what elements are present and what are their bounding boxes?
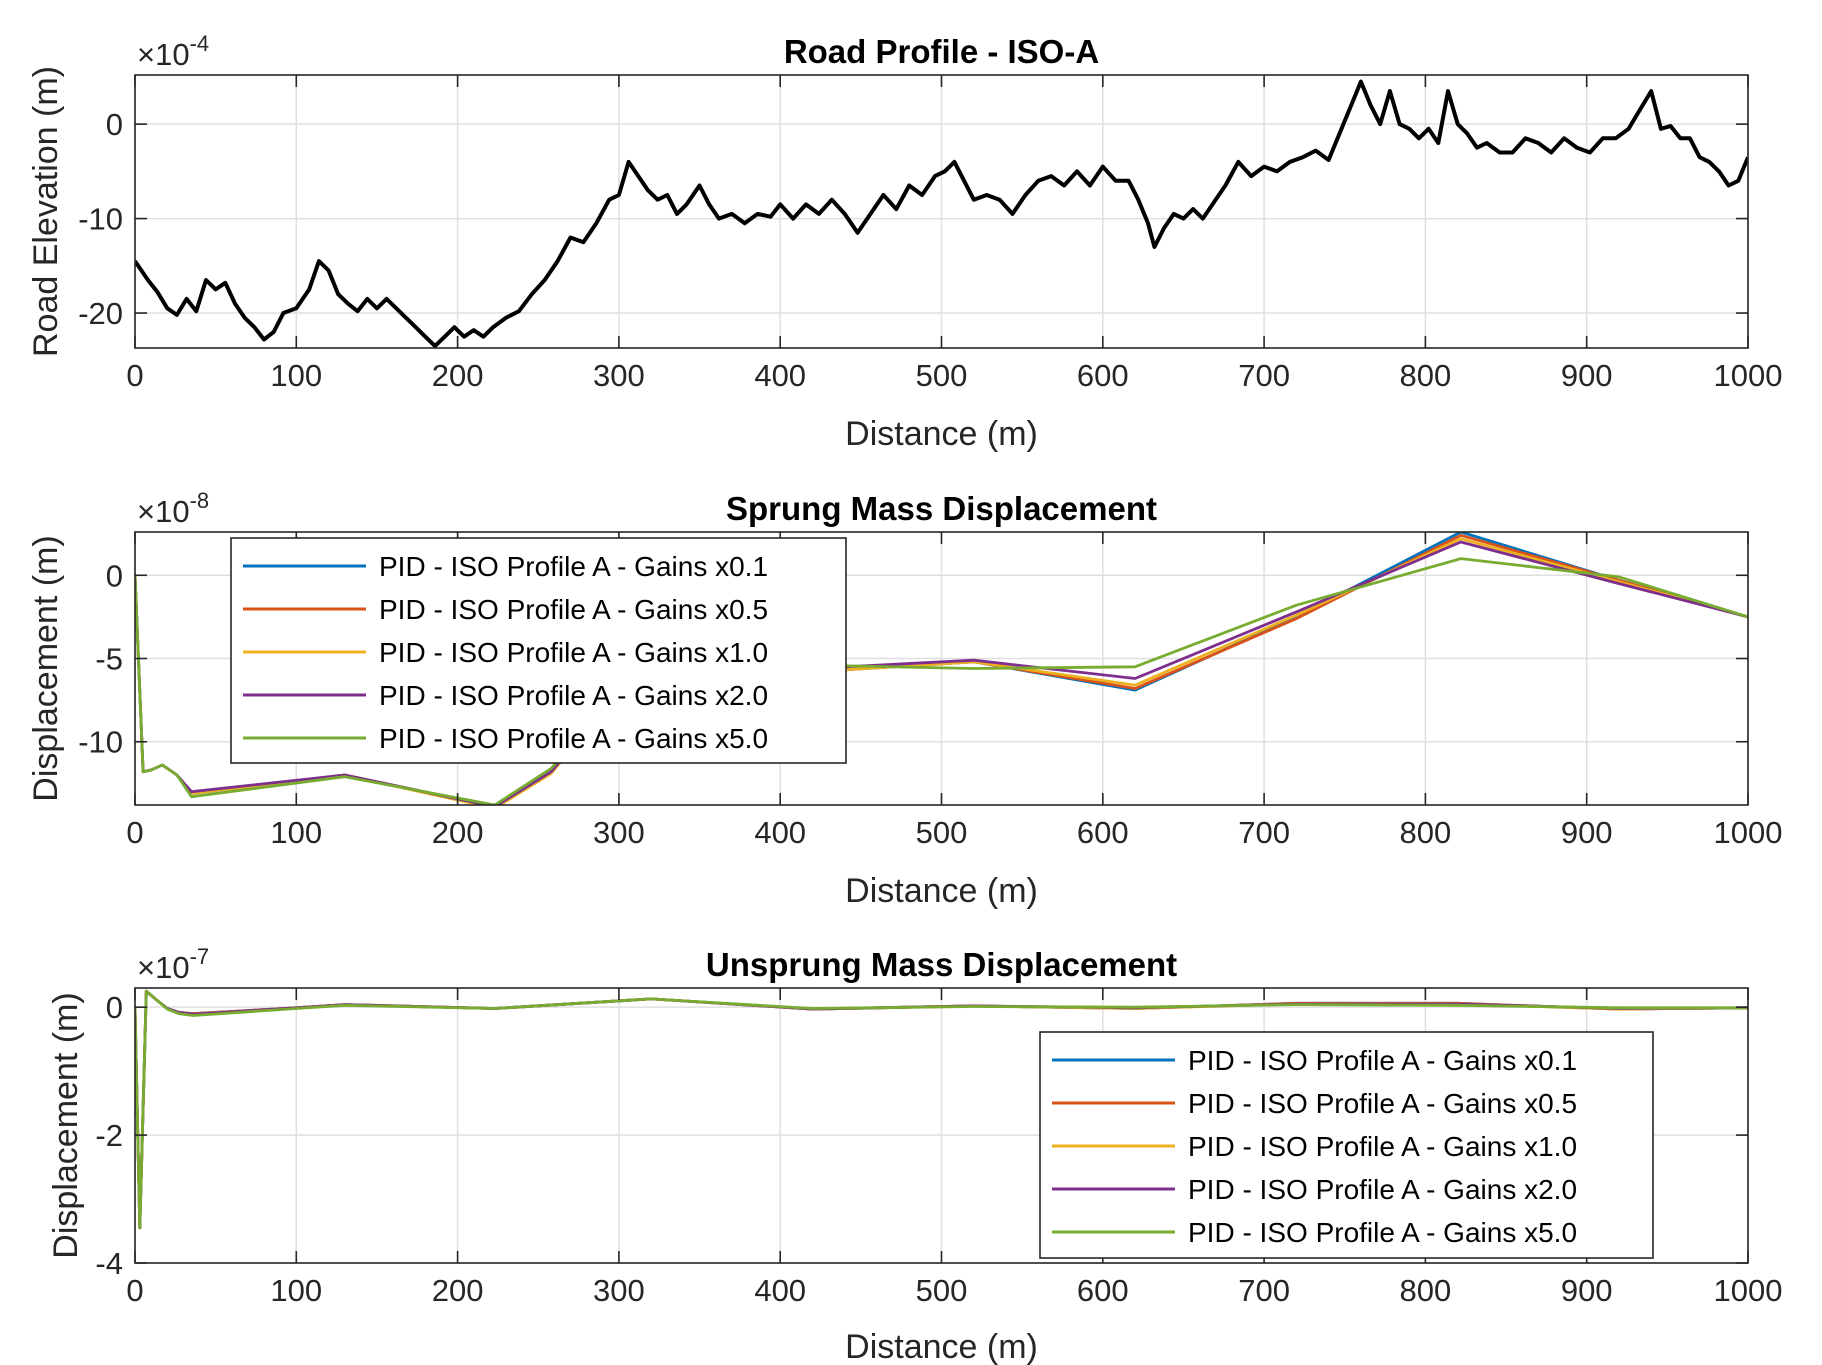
x-tick-label: 0 bbox=[126, 358, 143, 393]
x-tick-label: 700 bbox=[1238, 1273, 1290, 1308]
x-tick-label: 400 bbox=[754, 815, 806, 850]
series-group bbox=[135, 79, 1748, 348]
y-tick-label: -10 bbox=[78, 725, 123, 760]
legend-label-4: PID - ISO Profile A - Gains x2.0 bbox=[379, 680, 768, 711]
legend-label-4: PID - ISO Profile A - Gains x2.0 bbox=[1188, 1174, 1577, 1205]
x-tick-label: 300 bbox=[593, 815, 645, 850]
y-tick-label: -5 bbox=[95, 642, 123, 677]
x-tick-label: 900 bbox=[1561, 815, 1613, 850]
y-tick-label: -10 bbox=[78, 202, 123, 237]
x-tick-label: 1000 bbox=[1714, 815, 1783, 850]
y-axis-label: Road Elevation (m) bbox=[27, 66, 65, 357]
x-tick-label: 400 bbox=[754, 358, 806, 393]
axis-exponent: ×10-7 bbox=[137, 944, 209, 985]
chart-1: 0 100 200 300 400 500 600 700 800 900 1000 -20 -10 0 ×… bbox=[27, 31, 1782, 453]
legend-label-2: PID - ISO Profile A - Gains x0.5 bbox=[1188, 1088, 1577, 1119]
x-tick-label: 600 bbox=[1077, 1273, 1129, 1308]
y-tick-label: -4 bbox=[95, 1246, 123, 1281]
x-tick-label: 500 bbox=[916, 815, 968, 850]
x-axis-label: Distance (m) bbox=[845, 872, 1038, 910]
chart-2: 0 100 200 300 400 500 600 700 800 900 1000 -10 -5 0 ×1… bbox=[27, 488, 1782, 910]
legend-label-1: PID - ISO Profile A - Gains x0.1 bbox=[1188, 1045, 1577, 1076]
x-axis-label: Distance (m) bbox=[845, 415, 1038, 453]
series-group bbox=[135, 532, 1748, 805]
chart-3: 0 100 200 300 400 500 600 700 800 900 1000 -4 -2 0 ×10… bbox=[47, 944, 1782, 1365]
legend: PID - ISO Profile A - Gains x0.1 PID - IS… bbox=[1039, 1031, 1654, 1259]
x-tick-label: 800 bbox=[1400, 358, 1452, 393]
x-tick-label: 1000 bbox=[1714, 1273, 1783, 1308]
x-tick-label: 500 bbox=[916, 358, 968, 393]
legend-label-3: PID - ISO Profile A - Gains x1.0 bbox=[1188, 1131, 1577, 1162]
legend-label-5: PID - ISO Profile A - Gains x5.0 bbox=[1188, 1217, 1577, 1248]
y-axis-label: Displacement (m) bbox=[27, 535, 65, 801]
x-tick-label: 200 bbox=[432, 815, 484, 850]
chart-title: Road Profile - ISO-A bbox=[784, 33, 1099, 70]
chart-title: Unsprung Mass Displacement bbox=[706, 946, 1177, 983]
x-tick-label: 1000 bbox=[1714, 358, 1783, 393]
axis-exponent: ×10-8 bbox=[137, 488, 209, 529]
exponent-power: -4 bbox=[190, 31, 210, 56]
x-tick-label: 100 bbox=[270, 815, 322, 850]
y-tick-label: 0 bbox=[106, 558, 123, 593]
exponent-power: -7 bbox=[190, 944, 210, 969]
axis-exponent: ×10-4 bbox=[137, 31, 209, 72]
exponent-base: ×10 bbox=[137, 37, 190, 72]
x-tick-label: 800 bbox=[1400, 1273, 1452, 1308]
x-tick-label: 300 bbox=[593, 358, 645, 393]
x-tick-label: 800 bbox=[1400, 815, 1452, 850]
series-line-1 bbox=[135, 79, 1748, 348]
chart-title: Sprung Mass Displacement bbox=[726, 490, 1157, 527]
series-line-5 bbox=[135, 557, 1748, 805]
y-tick-label: -2 bbox=[95, 1118, 123, 1153]
x-tick-label: 200 bbox=[432, 1273, 484, 1308]
legend-label-1: PID - ISO Profile A - Gains x0.1 bbox=[379, 551, 768, 582]
x-tick-label: 700 bbox=[1238, 815, 1290, 850]
x-tick-label: 100 bbox=[270, 358, 322, 393]
x-tick-label: 900 bbox=[1561, 358, 1613, 393]
x-tick-label: 0 bbox=[126, 1273, 143, 1308]
series-line-5 bbox=[135, 989, 1748, 1230]
y-axis-label: Displacement (m) bbox=[47, 992, 85, 1258]
exponent-base: ×10 bbox=[137, 950, 190, 985]
x-tick-label: 600 bbox=[1077, 358, 1129, 393]
x-tick-label: 100 bbox=[270, 1273, 322, 1308]
x-tick-label: 500 bbox=[916, 1273, 968, 1308]
x-axis-label: Distance (m) bbox=[845, 1328, 1038, 1365]
exponent-base: ×10 bbox=[137, 494, 190, 529]
x-tick-label: 200 bbox=[432, 358, 484, 393]
x-tick-label: 400 bbox=[754, 1273, 806, 1308]
x-tick-label: 0 bbox=[126, 815, 143, 850]
y-tick-label: 0 bbox=[106, 990, 123, 1025]
x-tick-label: 700 bbox=[1238, 358, 1290, 393]
legend-label-5: PID - ISO Profile A - Gains x5.0 bbox=[379, 723, 768, 754]
legend: PID - ISO Profile A - Gains x0.1 PID - IS… bbox=[230, 537, 847, 764]
series-group bbox=[135, 989, 1748, 1230]
legend-label-2: PID - ISO Profile A - Gains x0.5 bbox=[379, 594, 768, 625]
x-tick-label: 600 bbox=[1077, 815, 1129, 850]
x-tick-label: 300 bbox=[593, 1273, 645, 1308]
y-tick-label: 0 bbox=[106, 107, 123, 142]
legend-label-3: PID - ISO Profile A - Gains x1.0 bbox=[379, 637, 768, 668]
x-tick-label: 900 bbox=[1561, 1273, 1613, 1308]
exponent-power: -8 bbox=[190, 488, 210, 513]
y-tick-label: -20 bbox=[78, 296, 123, 331]
